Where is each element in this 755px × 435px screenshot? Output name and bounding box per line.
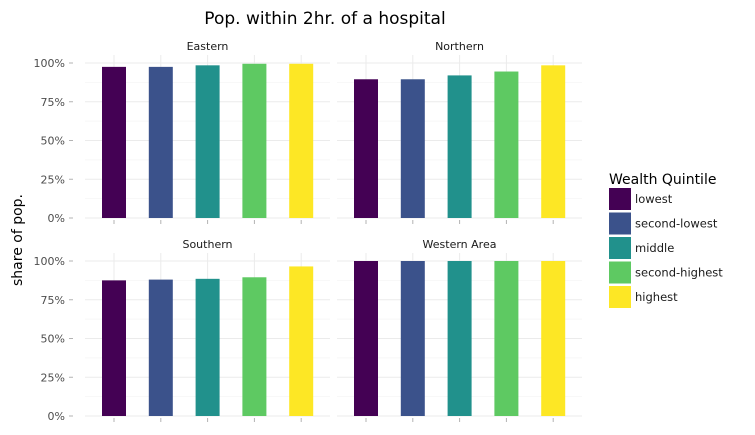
bar-southern-highest: [289, 266, 314, 416]
y-tick-label: 100%: [34, 255, 65, 268]
y-tick-label: 25%: [41, 371, 65, 384]
legend-label-highest: highest: [635, 290, 678, 304]
bar-southern-middle: [195, 278, 220, 416]
y-tick-label: 0%: [48, 212, 65, 225]
facet-southern: Southern 0% 25% 50% 75% 100%: [34, 238, 330, 423]
y-tick-label: 75%: [41, 294, 65, 307]
legend-key-middle: [609, 237, 631, 259]
legend-key-highest: [609, 286, 631, 308]
bar-northern-second-highest: [494, 71, 519, 219]
chart-title: Pop. within 2hr. of a hospital: [204, 9, 445, 29]
bar-western-area-lowest: [354, 261, 378, 416]
bar-western-area-highest: [541, 261, 566, 416]
y-axis-title: share of pop.: [10, 194, 26, 286]
legend-label-lowest: lowest: [635, 192, 673, 206]
bar-western-area-second-lowest: [400, 261, 425, 416]
bar-eastern-second-highest: [242, 63, 267, 219]
legend-label-second-lowest: second-lowest: [635, 217, 718, 231]
facet-eastern: Eastern 0% 25% 50% 75% 100%: [34, 40, 330, 225]
legend-key-lowest: [609, 188, 631, 210]
facet-title-eastern: Eastern: [187, 40, 229, 53]
bar-southern-lowest: [102, 280, 126, 416]
facet-panels: Eastern 0% 25% 50% 75% 100% Northern Southern 0%…: [34, 40, 582, 423]
bar-eastern-second-lowest: [148, 66, 173, 218]
y-tick-label: 75%: [41, 96, 65, 109]
legend: Wealth Quintile lowest second-lowest middl…: [609, 172, 723, 308]
bar-eastern-middle: [195, 65, 220, 218]
facet-title-southern: Southern: [182, 238, 232, 251]
bar-southern-second-highest: [242, 277, 267, 416]
bar-northern-middle: [447, 75, 472, 219]
legend-title: Wealth Quintile: [609, 172, 716, 188]
bar-western-area-second-highest: [494, 261, 519, 416]
facet-northern: Northern: [337, 40, 582, 224]
bar-northern-highest: [541, 65, 566, 218]
facet-western-area: Western Area: [337, 238, 582, 422]
bar-northern-lowest: [354, 79, 378, 219]
legend-key-second-highest: [609, 261, 631, 284]
legend-label-middle: middle: [635, 241, 674, 255]
y-tick-label: 100%: [34, 57, 65, 70]
y-tick-label: 25%: [41, 173, 65, 186]
y-tick-label: 0%: [48, 410, 65, 423]
y-tick-label: 50%: [41, 135, 65, 148]
facet-title-western-area: Western Area: [423, 238, 497, 251]
bar-eastern-lowest: [102, 66, 126, 218]
facet-title-northern: Northern: [435, 40, 484, 53]
bar-southern-second-lowest: [148, 279, 173, 416]
legend-label-second-highest: second-highest: [635, 266, 723, 280]
legend-key-second-lowest: [609, 212, 631, 235]
bar-western-area-middle: [447, 261, 472, 416]
bar-northern-second-lowest: [400, 79, 425, 219]
bar-eastern-highest: [289, 63, 314, 219]
y-tick-label: 50%: [41, 333, 65, 346]
